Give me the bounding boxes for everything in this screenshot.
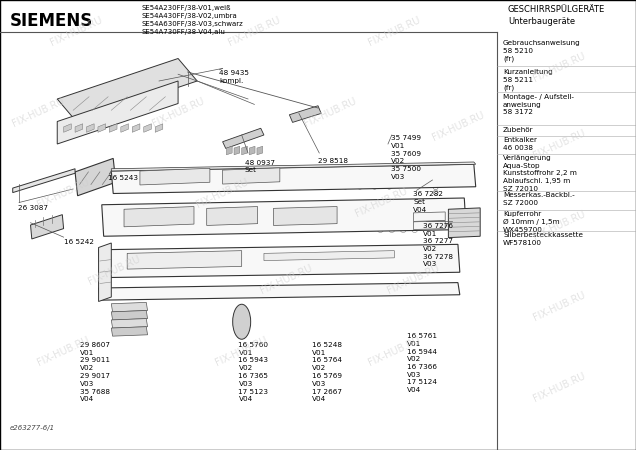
Text: 16 5243: 16 5243 xyxy=(108,176,138,181)
Polygon shape xyxy=(109,124,117,132)
Text: FIX-HUB.RU: FIX-HUB.RU xyxy=(303,96,358,129)
Text: e263277-6/1: e263277-6/1 xyxy=(10,425,55,431)
Polygon shape xyxy=(226,146,232,155)
Text: FIX-HUB.RU: FIX-HUB.RU xyxy=(36,177,91,210)
Text: 29 8607
V01
29 9011
V02
29 9017
V03
35 7688
V04: 29 8607 V01 29 9011 V02 29 9017 V03 35 7… xyxy=(80,342,109,402)
Polygon shape xyxy=(144,124,151,132)
Text: FIX-HUB.RU: FIX-HUB.RU xyxy=(532,51,587,84)
Polygon shape xyxy=(75,124,83,132)
Polygon shape xyxy=(99,283,460,300)
Text: 35 7499
V01
35 7609
V02
35 7500
V03: 35 7499 V01 35 7609 V02 35 7500 V03 xyxy=(391,135,421,180)
Text: FIX-HUB.RU: FIX-HUB.RU xyxy=(214,334,269,368)
Text: FIX-HUB.RU: FIX-HUB.RU xyxy=(195,177,250,210)
Polygon shape xyxy=(13,169,75,193)
Text: Messerkas.-Backbl.-
SZ 72000: Messerkas.-Backbl.- SZ 72000 xyxy=(503,192,575,206)
Polygon shape xyxy=(86,124,94,132)
Polygon shape xyxy=(273,207,337,225)
Text: 36 7276
V01
36 7277
V02
36 7278
V03: 36 7276 V01 36 7277 V02 36 7278 V03 xyxy=(423,223,453,267)
Polygon shape xyxy=(127,251,242,269)
Polygon shape xyxy=(223,128,264,149)
Text: FIX-HUB.RU: FIX-HUB.RU xyxy=(532,208,587,242)
Polygon shape xyxy=(207,207,258,225)
Text: GESCHIRRSPÜLGERÄTE
Unterbaugeräte: GESCHIRRSPÜLGERÄTE Unterbaugeräte xyxy=(508,5,605,27)
Polygon shape xyxy=(111,310,148,320)
Text: 48 9435
kompl.: 48 9435 kompl. xyxy=(219,70,249,84)
Text: Silberbesteckkassette
WF578100: Silberbesteckkassette WF578100 xyxy=(503,232,583,246)
Text: Entkalker
46 0038: Entkalker 46 0038 xyxy=(503,137,537,151)
Text: FIX-HUB.RU: FIX-HUB.RU xyxy=(367,334,422,368)
Text: FIX-HUB.RU: FIX-HUB.RU xyxy=(367,15,422,48)
Text: 16 5248
V01
16 5764
V02
16 5769
V03
17 2667
V04: 16 5248 V01 16 5764 V02 16 5769 V03 17 2… xyxy=(312,342,342,402)
Text: 26 3087: 26 3087 xyxy=(18,205,48,211)
Polygon shape xyxy=(57,58,197,122)
Polygon shape xyxy=(111,164,476,194)
Polygon shape xyxy=(102,198,466,236)
Polygon shape xyxy=(98,124,106,132)
Text: FIX-HUB.RU: FIX-HUB.RU xyxy=(87,253,142,287)
Text: Kupferrohr
Ø 10mm / 1,5m
WX459700: Kupferrohr Ø 10mm / 1,5m WX459700 xyxy=(503,211,560,233)
Polygon shape xyxy=(111,319,148,328)
Text: FIX-HUB.RU: FIX-HUB.RU xyxy=(227,15,282,48)
Polygon shape xyxy=(111,302,148,312)
Polygon shape xyxy=(99,243,111,302)
Polygon shape xyxy=(121,124,128,132)
Text: Verlängerung
Aqua-Stop
Kunststoffrohr 2,2 m
Ablaufschl. 1,95 m
SZ 72010: Verlängerung Aqua-Stop Kunststoffrohr 2,… xyxy=(503,155,577,192)
Polygon shape xyxy=(257,146,263,155)
Polygon shape xyxy=(413,212,445,221)
Text: FIX-HUB.RU: FIX-HUB.RU xyxy=(532,127,587,161)
Polygon shape xyxy=(111,327,148,336)
Polygon shape xyxy=(132,124,140,132)
Polygon shape xyxy=(234,146,240,155)
Polygon shape xyxy=(223,168,280,184)
Polygon shape xyxy=(289,106,321,122)
Text: FIX-HUB.RU: FIX-HUB.RU xyxy=(532,289,587,323)
Text: FIX-HUB.RU: FIX-HUB.RU xyxy=(11,96,66,129)
Text: FIX-HUB.RU: FIX-HUB.RU xyxy=(532,370,587,404)
Text: 48 0937
Set: 48 0937 Set xyxy=(245,160,275,174)
Polygon shape xyxy=(249,146,255,155)
Text: SIEMENS: SIEMENS xyxy=(10,12,93,30)
Text: FIX-HUB.RU: FIX-HUB.RU xyxy=(386,262,441,296)
Text: Zubehör: Zubehör xyxy=(503,127,534,133)
Polygon shape xyxy=(57,81,178,144)
Text: 16 5760
V01
16 5943
V02
16 7365
V03
17 5123
V04: 16 5760 V01 16 5943 V02 16 7365 V03 17 5… xyxy=(238,342,268,402)
Text: 29 8518: 29 8518 xyxy=(318,158,348,164)
Text: FIX-HUB.RU: FIX-HUB.RU xyxy=(49,15,104,48)
Text: Kurzanleitung
58 5211
(fr): Kurzanleitung 58 5211 (fr) xyxy=(503,69,553,91)
Polygon shape xyxy=(64,124,71,132)
Polygon shape xyxy=(31,215,64,239)
Text: 36 7282
Set
V04: 36 7282 Set V04 xyxy=(413,191,443,213)
Polygon shape xyxy=(140,168,210,185)
Polygon shape xyxy=(242,146,247,155)
Polygon shape xyxy=(413,221,445,230)
Polygon shape xyxy=(448,208,480,238)
Polygon shape xyxy=(124,207,194,227)
Text: FIX-HUB.RU: FIX-HUB.RU xyxy=(151,96,205,129)
Polygon shape xyxy=(155,124,163,132)
Text: FIX-HUB.RU: FIX-HUB.RU xyxy=(259,262,314,296)
Text: 16 5242: 16 5242 xyxy=(64,239,93,245)
Polygon shape xyxy=(111,162,476,171)
Text: FIX-HUB.RU: FIX-HUB.RU xyxy=(431,109,485,143)
Text: FIX-HUB.RU: FIX-HUB.RU xyxy=(354,186,409,219)
Text: Montage- / Aufstell-
anweisung
58 3172: Montage- / Aufstell- anweisung 58 3172 xyxy=(503,94,574,116)
Polygon shape xyxy=(264,251,394,261)
Polygon shape xyxy=(99,244,460,278)
Ellipse shape xyxy=(233,304,251,339)
Text: 16 5761
V01
16 5944
V02
16 7366
V03
17 5124
V04: 16 5761 V01 16 5944 V02 16 7366 V03 17 5… xyxy=(407,333,437,393)
Text: FIX-HUB.RU: FIX-HUB.RU xyxy=(36,334,91,368)
Text: SE54A230FF/38-V01,weiß
SE54A430FF/38-V02,umbra
SE54A630FF/38-V03,schwarz
SE54A73: SE54A230FF/38-V01,weiß SE54A430FF/38-V02… xyxy=(142,5,244,35)
Polygon shape xyxy=(75,158,116,196)
Text: Gebrauchsanweisung
58 5210
(fr): Gebrauchsanweisung 58 5210 (fr) xyxy=(503,40,581,62)
